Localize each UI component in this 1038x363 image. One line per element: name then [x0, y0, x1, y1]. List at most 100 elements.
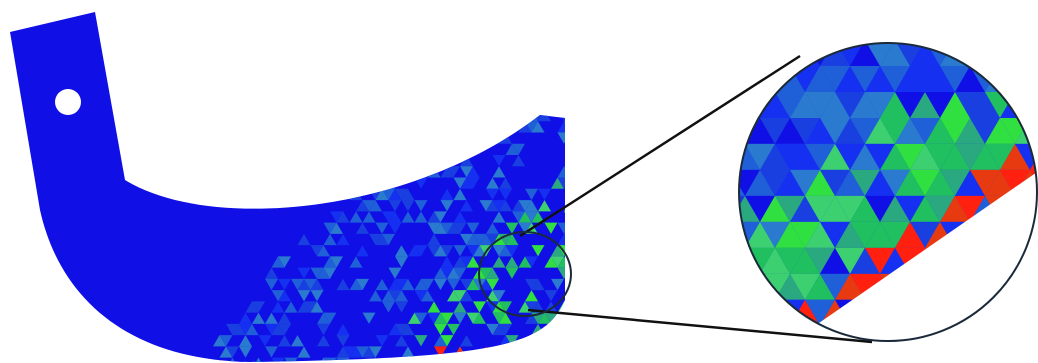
mesh-element	[955, 326, 985, 352]
mesh-element	[1030, 274, 1038, 300]
mesh-element	[441, 155, 454, 166]
mesh-element	[454, 121, 467, 132]
mesh-element	[564, 121, 577, 132]
mesh-element	[1030, 118, 1038, 144]
mesh-element	[1015, 300, 1038, 326]
mesh-element	[970, 326, 1000, 352]
mesh-element	[395, 155, 408, 166]
mesh-element	[760, 300, 790, 326]
mesh-element	[730, 66, 760, 92]
mesh-element	[493, 358, 506, 363]
mesh-element	[285, 358, 298, 363]
mesh-element	[1000, 66, 1030, 92]
mesh-element	[428, 166, 441, 177]
mesh-element	[558, 335, 571, 346]
mesh-element	[564, 166, 577, 177]
mesh-element	[473, 121, 486, 132]
mesh-element	[428, 144, 441, 155]
mesh-element	[1030, 326, 1038, 352]
mesh-element	[447, 121, 460, 132]
mesh-element	[421, 155, 434, 166]
mesh-element	[376, 166, 389, 177]
mesh-element	[499, 346, 512, 357]
mesh-element	[337, 358, 350, 363]
mesh-element	[1000, 300, 1030, 326]
mesh-element	[571, 155, 584, 166]
mesh-element	[940, 40, 970, 66]
mesh-element	[421, 144, 434, 155]
mesh-element	[441, 121, 454, 132]
mesh-element	[1000, 326, 1030, 352]
mesh-element	[1015, 326, 1038, 352]
mesh-element	[1000, 40, 1030, 66]
mesh-element	[745, 40, 775, 66]
mesh-element	[564, 324, 577, 335]
mesh-element	[1015, 66, 1038, 92]
mesh-element	[434, 110, 447, 121]
mesh-element	[1015, 40, 1038, 66]
mesh-element	[480, 358, 493, 363]
mesh-element	[564, 110, 577, 121]
mesh-element	[408, 358, 421, 363]
mesh-element	[730, 92, 760, 118]
mesh-element	[558, 324, 571, 335]
mesh-element	[538, 358, 551, 363]
mesh-element	[525, 110, 538, 121]
mesh-element	[715, 222, 745, 248]
mesh-element	[382, 178, 395, 189]
mesh-element	[532, 358, 545, 363]
mesh-element	[525, 346, 538, 357]
mesh-element	[382, 358, 395, 363]
mesh-element	[447, 144, 460, 155]
mesh-element	[1015, 92, 1038, 118]
mesh-element	[473, 133, 486, 144]
mesh-element	[564, 358, 577, 363]
mesh-element	[730, 274, 760, 300]
mesh-element	[493, 121, 506, 132]
mesh-element	[538, 335, 551, 346]
mesh-element	[467, 110, 480, 121]
mesh-element	[395, 358, 408, 363]
mesh-element	[1030, 300, 1038, 326]
mesh-element	[564, 211, 577, 222]
mesh-element	[775, 326, 805, 352]
mesh-element	[467, 121, 480, 132]
mesh-element	[395, 166, 408, 177]
mesh-element	[421, 121, 434, 132]
mesh-element	[434, 155, 447, 166]
mesh-element	[571, 223, 584, 234]
mesh-element	[408, 133, 421, 144]
mesh-element	[564, 189, 577, 200]
mesh-element	[480, 133, 493, 144]
mesh-element	[985, 300, 1015, 326]
mesh-element	[434, 121, 447, 132]
mesh-element	[564, 234, 577, 245]
mesh-element	[519, 335, 532, 346]
mesh-element	[790, 326, 820, 352]
mesh-element	[985, 326, 1015, 352]
mesh-element	[356, 178, 369, 189]
mesh-element	[1015, 274, 1038, 300]
mesh-element	[473, 358, 486, 363]
mesh-element	[428, 133, 441, 144]
mesh-element	[441, 144, 454, 155]
mesh-element	[233, 358, 246, 363]
mesh-element	[441, 358, 454, 363]
mesh-element	[486, 110, 499, 121]
mesh-element	[519, 358, 532, 363]
bolt-hole	[55, 89, 81, 115]
mesh-element	[272, 358, 285, 363]
mesh-element	[730, 300, 760, 326]
mesh-element	[499, 358, 512, 363]
mesh-element	[1030, 66, 1038, 92]
mesh-element	[499, 121, 512, 132]
mesh-element	[715, 274, 745, 300]
mesh-element	[369, 178, 382, 189]
mesh-illustration	[0, 0, 1038, 363]
mesh-element	[985, 40, 1015, 66]
mesh-element	[564, 335, 577, 346]
mesh-element	[985, 66, 1015, 92]
mesh-element	[324, 358, 337, 363]
mesh-element	[382, 155, 395, 166]
mesh-element	[715, 118, 745, 144]
